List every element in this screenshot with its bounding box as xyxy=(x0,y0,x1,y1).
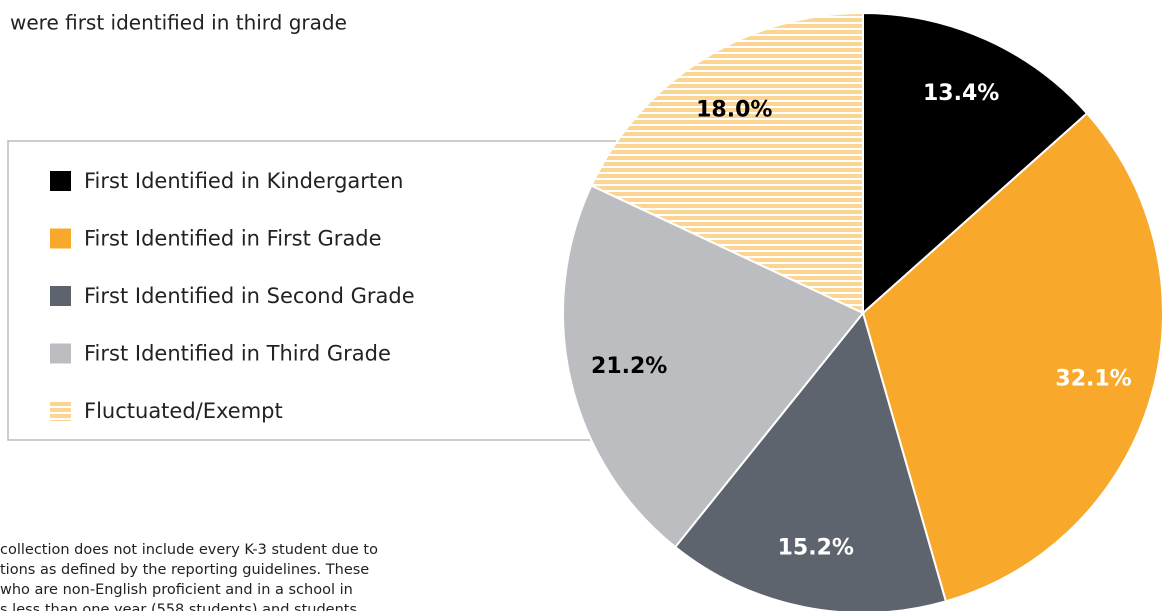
pie-slice xyxy=(673,310,948,611)
data-label: 32.1% xyxy=(1055,367,1131,392)
legend-swatch xyxy=(50,171,71,191)
legend-label: First Identified in Second Grade xyxy=(84,284,415,308)
legend-swatch xyxy=(50,401,71,421)
legend-box xyxy=(7,140,649,441)
legend-label: First Identified in Third Grade xyxy=(84,342,391,366)
data-label: 13.4% xyxy=(923,81,999,106)
legend-swatch xyxy=(50,343,71,364)
pie-slice xyxy=(590,11,864,315)
legend-swatch xyxy=(50,286,71,306)
pie-slice xyxy=(562,184,865,549)
data-label: 18.0% xyxy=(696,97,772,122)
legend-swatch xyxy=(50,228,71,249)
data-label: 15.2% xyxy=(778,535,854,560)
legend-label: Fluctuated/Exempt xyxy=(84,399,283,423)
note: tions as defined by the reporting guidel… xyxy=(0,562,369,578)
legend-label: First Identified in First Grade xyxy=(84,227,382,251)
legend-label: First Identified in Kindergarten xyxy=(84,169,403,193)
data-label: 21.2% xyxy=(591,354,667,379)
note: collection does not include every K-3 st… xyxy=(0,542,378,558)
title: were first identified in third grade xyxy=(10,11,347,35)
note: s less than one year (558 students) and … xyxy=(0,602,357,611)
pie-slice xyxy=(862,11,1089,316)
pie-slice xyxy=(861,111,1164,603)
note: who are non-English proficient and in a … xyxy=(0,582,353,598)
